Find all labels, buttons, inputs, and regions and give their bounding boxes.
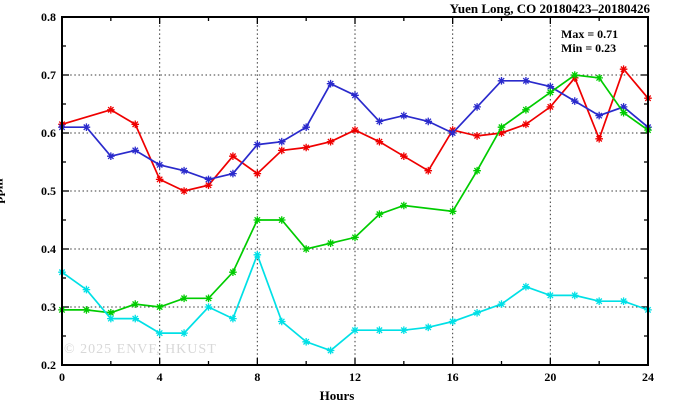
x-tick-label-0: 0: [59, 370, 65, 384]
gridlines: [62, 17, 648, 365]
plot-border: [61, 16, 649, 366]
x-tick-label-16: 16: [447, 370, 459, 384]
y-tick-label-0.2: 0.2: [41, 358, 56, 372]
max-min-annotation: Max = 0.71 Min = 0.23: [561, 27, 618, 55]
data-series: [58, 65, 652, 355]
series-cyan-line: [58, 251, 652, 355]
max-value-label: Max = 0.71: [561, 27, 619, 41]
y-tick-labels: 0.2 0.3 0.4 0.5 0.6 0.7 0.8: [41, 10, 56, 372]
chart-title: Yuen Long, CO 20180423–20180426: [449, 1, 650, 16]
x-tick-label-24: 24: [642, 370, 654, 384]
y-tick-label-0.8: 0.8: [41, 10, 56, 24]
y-tick-label-0.7: 0.7: [41, 68, 56, 82]
x-tick-label-20: 20: [544, 370, 556, 384]
y-tick-label-0.3: 0.3: [41, 300, 56, 314]
min-value-label: Min = 0.23: [561, 41, 617, 55]
y-tick-label-0.6: 0.6: [41, 126, 56, 140]
y-tick-label-0.4: 0.4: [41, 242, 56, 256]
series-red-line-markers: [58, 65, 652, 195]
x-tick-label-12: 12: [349, 370, 361, 384]
series-cyan-line-markers: [58, 251, 652, 355]
series-cyan-line-path: [61, 252, 649, 352]
x-axis-label: Hours: [319, 388, 355, 403]
series-green-line-path: [62, 74, 649, 314]
series-red-line: [58, 65, 652, 195]
x-tick-labels: 0 4 8 12 16 20 24: [59, 370, 654, 384]
y-tick-label-0.5: 0.5: [41, 184, 56, 198]
x-tick-label-8: 8: [254, 370, 260, 384]
watermark: © 2025 ENVF, HKUST: [64, 342, 217, 357]
x-tick-label-4: 4: [157, 370, 163, 384]
series-red-line-path: [61, 67, 649, 192]
y-axis-label: ppm: [0, 178, 6, 204]
